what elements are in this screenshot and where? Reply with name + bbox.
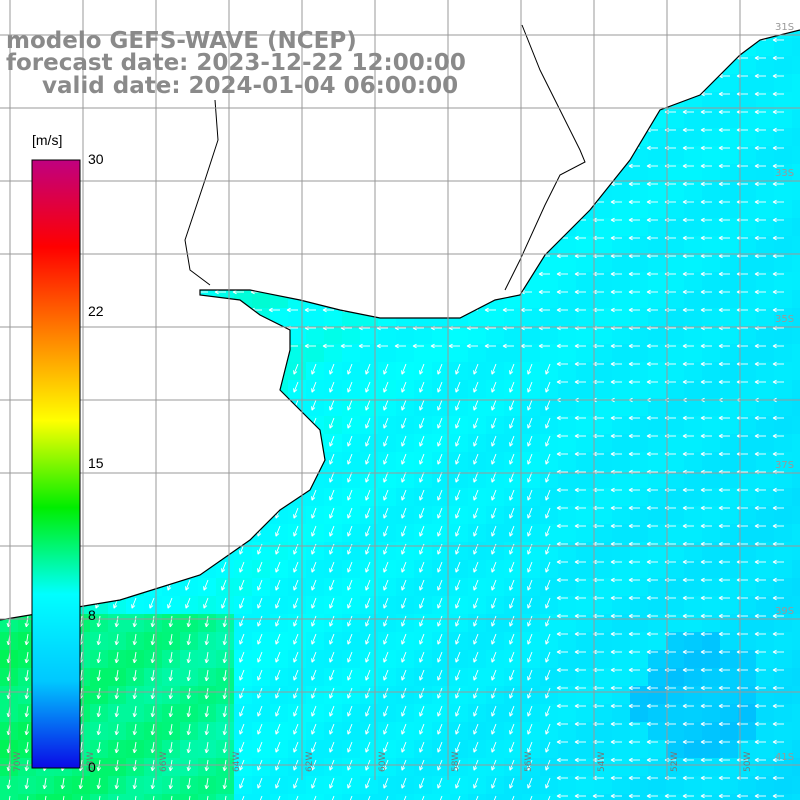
model-title: modelo GEFS-WAVE (NCEP) [6, 28, 357, 54]
latitude-labels: 31S 33S 35S 37S 39S 41S [775, 22, 794, 763]
lat-label: 31S [775, 22, 794, 33]
lat-label: 33S [775, 168, 794, 179]
lon-label: 60W [378, 752, 388, 772]
lon-label: 52W [670, 752, 680, 772]
colorbar-unit: [m/s] [32, 132, 63, 148]
colorbar-tick-15: 15 [88, 455, 104, 471]
colorbar-tick-8: 8 [88, 607, 96, 623]
valid-date: valid date: 2024-01-04 06:00:00 [42, 73, 459, 99]
lon-label: 54W [597, 752, 607, 772]
lon-label: 50W [743, 752, 753, 772]
lat-label: 35S [775, 314, 794, 325]
lon-label: 56W [524, 752, 534, 772]
land-mass [0, 0, 800, 620]
lat-label: 39S [775, 606, 794, 617]
lat-label: 37S [775, 460, 794, 471]
lon-label: 64W [232, 752, 242, 772]
longitude-labels: 70W68W66W64W62W60W58W56W54W52W50W48W [13, 752, 753, 772]
lon-label: 70W [13, 752, 23, 772]
country-border [184, 24, 586, 291]
forecast-date: forecast date: 2023-12-22 12:00:00 [6, 50, 466, 76]
coastline [0, 29, 800, 621]
lon-label: 68W [86, 752, 96, 772]
lat-label: 41S [775, 752, 794, 763]
colorbar-tick-30: 30 [88, 151, 104, 167]
colorbar [31, 159, 81, 769]
lon-label: 62W [305, 752, 315, 772]
colorbar-tick-0: 0 [88, 759, 96, 775]
lon-label: 66W [159, 752, 169, 772]
colorbar-tick-22: 22 [88, 303, 104, 319]
lon-label: 58W [451, 752, 461, 772]
lat-lon-grid [0, 0, 800, 780]
